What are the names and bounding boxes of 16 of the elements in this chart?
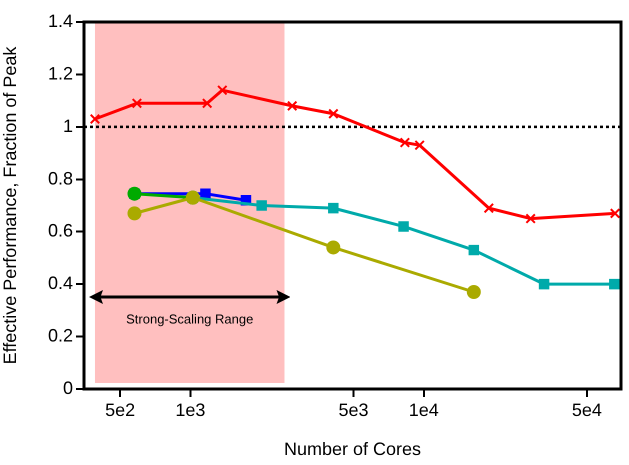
y-tick-label: 0.6 (48, 220, 73, 241)
x-tick-label: 5e3 (338, 400, 369, 420)
y-tick-label: 1 (62, 116, 73, 136)
x-tick-label: 1e3 (175, 400, 206, 420)
y-axis-title: Effective Performance, Fraction of Peak (0, 46, 20, 364)
band-label: Strong-Scaling Range (126, 312, 254, 327)
y-tick-label: 0.8 (48, 168, 73, 188)
y-tick-label: 0.4 (48, 273, 73, 294)
x-tick-label: 5e4 (572, 400, 602, 420)
x-tick-label: 5e2 (105, 400, 136, 420)
y-tick-label: 1.4 (48, 10, 73, 31)
x-tick-label: 1e4 (408, 400, 439, 420)
y-tick-label: 0 (62, 378, 73, 398)
y-tick-label: 0.2 (48, 326, 73, 346)
x-axis-title: Number of Cores (284, 439, 422, 460)
y-tick-label: 1.2 (48, 63, 73, 84)
